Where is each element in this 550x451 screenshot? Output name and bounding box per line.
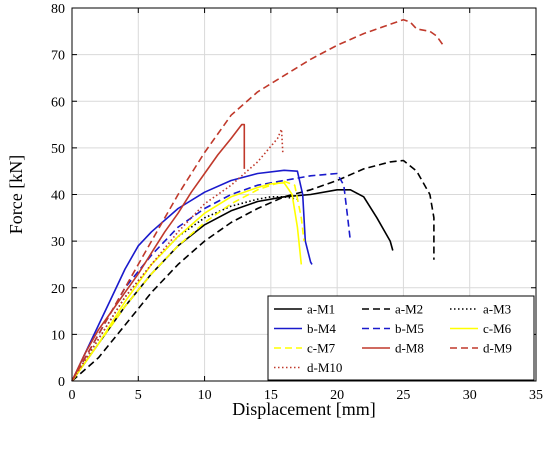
series-line-b-m4 <box>71 169 313 382</box>
legend-label-a-m2: a-M2 <box>395 302 423 317</box>
y-tick-label: 70 <box>51 49 65 64</box>
y-tick-label: 20 <box>51 282 65 297</box>
x-tick-label: 10 <box>198 388 212 403</box>
y-tick-label: 30 <box>51 235 65 250</box>
legend-label-b-m4: b-M4 <box>307 321 336 336</box>
legend-label-a-m1: a-M1 <box>307 302 335 317</box>
legend-label-c-m7: c-M7 <box>307 341 336 356</box>
y-tick-label: 0 <box>58 375 65 390</box>
series-line-c-m6 <box>71 182 303 382</box>
plot-series <box>71 18 444 382</box>
x-tick-label: 25 <box>396 388 410 403</box>
series-line-d-m8 <box>71 123 246 382</box>
legend-label-b-m5: b-M5 <box>395 321 424 336</box>
series-line-a-m3 <box>71 196 298 382</box>
series-line-a-m2 <box>71 159 435 382</box>
y-tick-label: 40 <box>51 189 65 204</box>
y-tick-label: 80 <box>51 2 65 17</box>
x-tick-label: 5 <box>135 388 142 403</box>
x-tick-label: 20 <box>330 388 344 403</box>
x-tick-label: 35 <box>529 388 543 403</box>
series-line-d-m10 <box>71 128 284 382</box>
series-line-c-m7 <box>71 180 305 382</box>
x-tick-label: 30 <box>463 388 477 403</box>
legend-label-a-m3: a-M3 <box>483 302 511 317</box>
legend-label-d-m9: d-M9 <box>483 341 512 356</box>
legend-box <box>267 295 535 381</box>
x-axis-label: Displacement [mm] <box>232 399 375 419</box>
y-tick-label: 10 <box>51 328 65 343</box>
legend: a-M1 a-M2 a-M3 b-M4 b-M5 c-M6 c-M7 d-M8 d-M9 d-M1… <box>267 295 535 381</box>
x-tick-label: 0 <box>69 388 76 403</box>
legend-label-d-m8: d-M8 <box>395 341 424 356</box>
y-axis-label: Force [kN] <box>6 155 26 234</box>
y-tick-label: 50 <box>51 142 65 157</box>
legend-label-d-m10: d-M10 <box>307 360 342 375</box>
y-tick-label: 60 <box>51 95 65 110</box>
x-tick-label: 15 <box>264 388 278 403</box>
series-line-d-m9 <box>71 18 444 382</box>
series-line-b-m5 <box>71 172 352 382</box>
legend-label-c-m6: c-M6 <box>483 321 512 336</box>
tick-labels: 0 5 10 15 20 25 30 35 0 10 20 30 40 50 60 70 80 <box>51 2 543 403</box>
